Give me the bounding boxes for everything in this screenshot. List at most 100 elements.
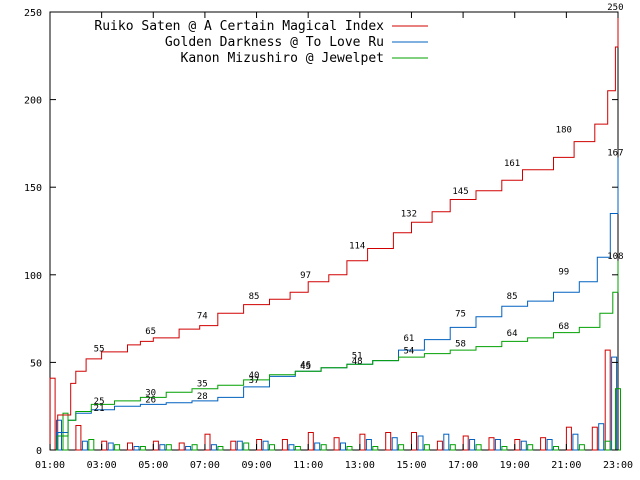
bar-s2-2 — [114, 444, 121, 451]
data-label-0: 55 — [94, 345, 105, 355]
bar-s2-21 — [604, 440, 611, 451]
bar-s0-20 — [565, 426, 572, 451]
bar-s0-11 — [333, 437, 340, 451]
y-tick-label-2: 100 — [24, 271, 42, 282]
bar-s2-20 — [578, 444, 585, 451]
data-label-1: 65 — [145, 327, 156, 337]
data-label-5: 114 — [349, 241, 365, 251]
bar-s2-14 — [423, 444, 430, 451]
bar-s1-5 — [185, 446, 192, 451]
bar-s2-5 — [191, 444, 198, 451]
y-tick-label-4: 200 — [24, 96, 42, 107]
y-tick-label-1: 50 — [30, 358, 42, 369]
bar-s0-0 — [49, 377, 56, 451]
bar-s1-14 — [417, 435, 424, 451]
x-tick-label-5: 11:00 — [293, 460, 323, 471]
data-label-4: 97 — [300, 271, 311, 281]
data-label-25: 40 — [249, 371, 260, 381]
bar-s2-4 — [165, 444, 172, 451]
bar-s0-7 — [230, 440, 237, 451]
bar-s2-18 — [527, 444, 534, 451]
data-label-7: 145 — [452, 187, 468, 197]
data-label-28: 54 — [403, 346, 414, 356]
bar-s0-19 — [540, 437, 547, 451]
data-label-32: 108 — [607, 252, 623, 262]
bar-s1-19 — [546, 439, 553, 451]
data-label-30: 64 — [507, 329, 518, 339]
bar-s1-6 — [210, 444, 217, 451]
x-tick-label-4: 09:00 — [241, 460, 271, 471]
bar-s0-5 — [178, 442, 185, 451]
bar-s1-20 — [572, 433, 579, 451]
data-label-23: 30 — [145, 388, 156, 398]
bar-s0-21 — [591, 426, 598, 451]
bar-s0-16 — [462, 435, 469, 451]
bar-s2-13 — [398, 444, 405, 451]
x-tick-label-1: 03:00 — [87, 460, 117, 471]
data-label-10: 250 — [607, 3, 623, 13]
bar-s1-16 — [469, 439, 476, 451]
bar-s1-1 — [81, 440, 88, 451]
data-label-2: 74 — [197, 311, 208, 321]
bar-s0-1 — [75, 425, 82, 451]
data-label-13: 28 — [197, 392, 208, 402]
legend: Ruiko Saten @ A Certain Magical IndexGol… — [94, 19, 428, 66]
data-label-15: 46 — [300, 360, 311, 370]
bar-s0-8 — [256, 439, 263, 451]
x-tick-label-0: 01:00 — [35, 460, 65, 471]
data-label-9: 180 — [556, 126, 572, 136]
bar-s1-12 — [365, 439, 372, 451]
data-label-29: 58 — [455, 339, 466, 349]
data-label-12: 26 — [145, 395, 156, 405]
bar-s2-17 — [501, 446, 508, 451]
bar-s1-18 — [520, 440, 527, 451]
data-label-31: 68 — [558, 322, 569, 332]
y-tick-label-0: 0 — [36, 446, 42, 457]
bar-s2-0 — [62, 412, 69, 451]
x-tick-label-10: 21:00 — [551, 460, 581, 471]
bar-s0-15 — [436, 440, 443, 451]
bar-s0-9 — [281, 439, 288, 451]
data-label-27: 51 — [352, 352, 363, 362]
data-label-26: 45 — [300, 362, 311, 372]
bar-s2-8 — [269, 444, 275, 451]
x-tick-label-3: 07:00 — [190, 460, 220, 471]
bar-s0-12 — [359, 433, 366, 451]
data-label-8: 161 — [504, 159, 520, 169]
data-label-3: 85 — [249, 292, 260, 302]
bar-s1-7 — [236, 440, 243, 451]
data-label-22: 25 — [94, 397, 105, 407]
lines-layer — [50, 12, 619, 451]
bar-s1-17 — [494, 439, 501, 451]
data-label-11: 21 — [94, 404, 105, 414]
bar-s1-4 — [159, 444, 166, 451]
bar-s0-2 — [101, 440, 108, 451]
data-labels-layer: 55 65 74 85 97 114 132 145 161 180 250 21 26 28 37 46 48… — [94, 3, 624, 414]
data-label-14: 37 — [249, 376, 260, 386]
y-tick-label-5: 250 — [24, 8, 42, 19]
bars-layer — [49, 349, 621, 451]
legend-label-2: Kanon Mizushiro @ Jewelpet — [181, 51, 385, 66]
data-label-19: 85 — [507, 292, 518, 302]
y-tick-label-3: 150 — [24, 183, 42, 194]
bar-s2-19 — [553, 446, 559, 451]
data-label-20: 99 — [558, 268, 569, 278]
bar-s2-3 — [139, 446, 146, 451]
bar-s0-18 — [514, 439, 521, 451]
data-label-6: 132 — [401, 210, 417, 220]
data-label-17: 61 — [403, 334, 414, 344]
bar-s2-10 — [320, 444, 327, 451]
bar-s2-15 — [449, 444, 456, 451]
series-line-2 — [50, 260, 619, 451]
bar-s2-11 — [346, 446, 353, 451]
bar-s1-13 — [391, 437, 398, 451]
bar-s1-3 — [133, 446, 140, 451]
x-tick-label-6: 13:00 — [345, 460, 375, 471]
bar-s0-17 — [488, 437, 495, 451]
bar-s0-22 — [604, 349, 611, 451]
bar-s0-4 — [152, 440, 159, 451]
bar-s1-9 — [288, 444, 295, 451]
legend-label-0: Ruiko Saten @ A Certain Magical Index — [94, 19, 384, 34]
data-label-24: 35 — [197, 380, 208, 390]
bar-s2-16 — [475, 444, 482, 451]
